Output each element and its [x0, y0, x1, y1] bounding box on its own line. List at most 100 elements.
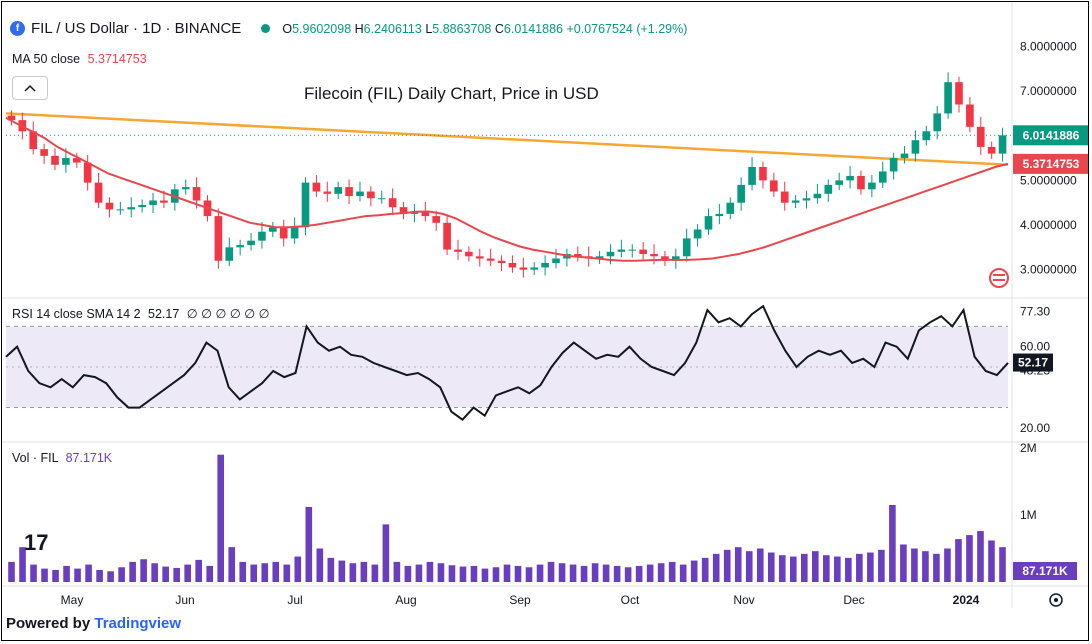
candle-body[interactable] [541, 262, 549, 268]
candle-body[interactable] [377, 198, 386, 200]
volume-bar[interactable] [547, 561, 555, 582]
us-flag-icon[interactable] [989, 268, 1009, 288]
volume-bar[interactable] [800, 553, 808, 582]
volume-bar[interactable] [712, 553, 720, 582]
volume-bar[interactable] [195, 559, 202, 582]
volume-bar[interactable] [382, 524, 390, 582]
ma50-line[interactable] [5, 117, 1009, 262]
candle-body[interactable] [236, 245, 244, 248]
volume-bar[interactable] [118, 567, 125, 582]
candle-body[interactable] [737, 184, 745, 203]
volume-bar[interactable] [393, 561, 401, 582]
candle-body[interactable] [857, 175, 865, 190]
candle-body[interactable] [72, 158, 81, 163]
volume-bar[interactable] [756, 548, 764, 583]
candle-body[interactable] [475, 256, 484, 259]
candle-body[interactable] [62, 158, 70, 165]
volume-bar[interactable] [944, 548, 951, 583]
volume-bar[interactable] [525, 567, 533, 582]
candle-body[interactable] [269, 227, 277, 232]
candle-body[interactable] [225, 247, 234, 261]
symbol-title[interactable]: FIL / US Dollar · 1D · BINANCE [31, 20, 242, 37]
volume-bar[interactable] [657, 563, 665, 582]
candle-body[interactable] [356, 191, 364, 197]
volume-bar[interactable] [977, 531, 984, 582]
volume-bar[interactable] [889, 504, 896, 582]
candle-body[interactable] [323, 191, 332, 194]
candle-body[interactable] [465, 251, 473, 257]
candle-body[interactable] [94, 182, 103, 203]
candle-body[interactable] [29, 131, 38, 150]
candle-body[interactable] [301, 182, 310, 228]
candle-body[interactable] [508, 262, 517, 268]
volume-bar[interactable] [272, 561, 280, 582]
candle-body[interactable] [661, 256, 669, 261]
candle-body[interactable] [214, 216, 223, 261]
volume-bar[interactable] [789, 556, 797, 582]
candle-body[interactable] [7, 115, 16, 121]
volume-bar[interactable] [867, 552, 874, 582]
candle-body[interactable] [334, 187, 342, 194]
volume-bar[interactable] [999, 547, 1006, 582]
rsi-legend[interactable]: RSI 14 close SMA 14 2 52.17 ∅ ∅ ∅ ∅ ∅ ∅ [12, 306, 270, 321]
candle-body[interactable] [497, 260, 506, 263]
volume-bar[interactable] [514, 565, 522, 582]
candle-body[interactable] [51, 155, 59, 165]
candle-body[interactable] [770, 180, 778, 192]
volume-bar[interactable] [217, 454, 225, 582]
candle-body[interactable] [878, 171, 887, 183]
volume-bar[interactable] [52, 569, 59, 582]
volume-bar[interactable] [900, 544, 907, 582]
volume-bar[interactable] [834, 556, 841, 582]
volume-bar[interactable] [349, 563, 357, 582]
candle-body[interactable] [388, 198, 397, 208]
candle-body[interactable] [846, 175, 854, 181]
volume-bar[interactable] [845, 557, 852, 582]
volume-bar[interactable] [283, 564, 291, 582]
gear-icon[interactable] [1049, 593, 1063, 607]
candle-body[interactable] [726, 202, 735, 214]
volume-bar[interactable] [173, 567, 180, 582]
candle-body[interactable] [105, 202, 114, 210]
candle-body[interactable] [835, 180, 843, 185]
volume-bar[interactable] [723, 549, 731, 582]
candle-body[interactable] [160, 200, 168, 203]
candle-body[interactable] [312, 182, 321, 192]
candle-body[interactable] [759, 167, 767, 181]
volume-bar[interactable] [580, 565, 588, 582]
candle-body[interactable] [181, 187, 190, 190]
volume-bar[interactable] [140, 559, 147, 582]
candle-body[interactable] [486, 258, 495, 261]
volume-bar[interactable] [878, 549, 885, 582]
candle-body[interactable] [116, 209, 125, 211]
candle-body[interactable] [149, 200, 157, 205]
candle-body[interactable] [552, 258, 560, 263]
candle-body[interactable] [432, 216, 441, 223]
candle-body[interactable] [519, 267, 528, 270]
volume-bar[interactable] [151, 563, 158, 582]
candle-body[interactable] [813, 193, 822, 199]
volume-bar[interactable] [459, 566, 467, 582]
volume-bar[interactable] [536, 564, 544, 582]
candle-body[interactable] [367, 191, 375, 199]
volume-bar[interactable] [558, 563, 566, 582]
candle-body[interactable] [824, 184, 833, 194]
volume-bar[interactable] [778, 555, 786, 582]
volume-bar[interactable] [690, 560, 698, 582]
volume-bar[interactable] [371, 564, 379, 582]
volume-bar[interactable] [503, 564, 511, 582]
volume-bar[interactable] [63, 565, 70, 582]
volume-bar[interactable] [613, 565, 621, 582]
volume-bar[interactable] [250, 564, 258, 582]
volume-bar[interactable] [228, 547, 236, 582]
volume-bar[interactable] [8, 561, 15, 582]
candle-body[interactable] [606, 251, 615, 257]
candle-body[interactable] [682, 238, 691, 257]
volume-bar[interactable] [96, 569, 103, 582]
rsi-line[interactable] [5, 304, 1009, 422]
volume-bar[interactable] [745, 551, 753, 582]
volume-bar[interactable] [261, 563, 269, 582]
candle-body[interactable] [192, 187, 201, 201]
candle-body[interactable] [573, 254, 582, 257]
volume-bar[interactable] [646, 564, 654, 582]
